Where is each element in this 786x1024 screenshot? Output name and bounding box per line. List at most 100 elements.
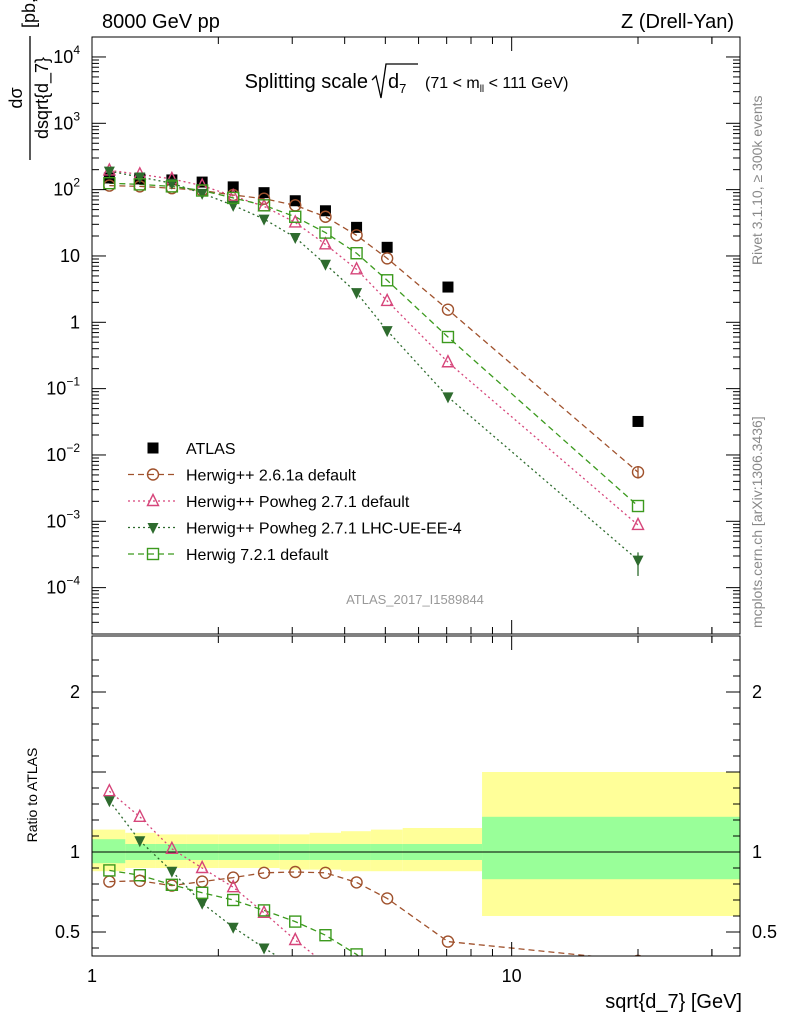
upper-ylabel-unit: [pb,GeV-1]: [16, 0, 39, 28]
ratio-point: [257, 904, 271, 918]
y-tick-label: 10−4: [46, 574, 80, 598]
y-tick-label: 102: [53, 176, 80, 200]
header-process: Z (Drell-Yan): [621, 11, 734, 33]
ratio-point: [166, 866, 178, 878]
data-point: [350, 229, 363, 242]
ratio-tick-label: 0.5: [55, 922, 80, 942]
ratio-series-lines: [108, 790, 597, 956]
data-point: [289, 210, 302, 223]
sqrt-sign: [371, 63, 418, 99]
ratio-point: [102, 783, 117, 797]
legend-label: Herwig++ 2.6.1a default: [186, 468, 356, 485]
data-point: [632, 415, 644, 427]
data-point: [631, 516, 645, 531]
ratio-point: [350, 876, 363, 889]
ratio-point: [165, 840, 179, 854]
ratio-point: [288, 931, 302, 946]
legend-marker: [146, 468, 160, 481]
legend-marker: [147, 442, 159, 454]
y-tick-label: 10−2: [46, 441, 80, 465]
data-point: [442, 392, 454, 404]
data-point: [196, 176, 208, 188]
ratio-point: [289, 865, 302, 879]
ratio-point: [319, 929, 332, 942]
ratio-point: [133, 808, 147, 822]
data-point: [103, 177, 116, 190]
ratio-series-markers: [102, 783, 642, 956]
legend-marker: [146, 492, 160, 507]
plot-title-main: Splitting scale: [245, 71, 368, 93]
data-point: [227, 181, 239, 193]
legend-label: Herwig 7.2.1 default: [186, 547, 329, 564]
band-inner-bin: [92, 839, 126, 864]
legend-marker: [147, 523, 159, 534]
x-axis-label: sqrt{d_7} [GeV]: [605, 991, 742, 1013]
data-point: [165, 180, 179, 193]
data-point: [133, 178, 147, 191]
ratio-tick-label: 2: [70, 682, 80, 702]
data-point: [227, 191, 240, 205]
y-tick-label: 10: [60, 246, 80, 266]
ratio-point: [165, 878, 179, 891]
ratio-ylabel: Ratio to ATLAS: [24, 748, 40, 843]
upper-ylabel-num: dσ: [6, 87, 26, 108]
ratio-point: [134, 836, 146, 848]
series-line-4: [109, 182, 639, 507]
data-point: [380, 274, 394, 287]
legend-label: Herwig++ Powheg 2.7.1 default: [186, 494, 410, 511]
ratio-point: [227, 893, 240, 907]
data-point: [442, 281, 454, 293]
ratio-point: [634, 954, 642, 956]
data-point: [381, 326, 393, 338]
upper-frame: [91, 36, 741, 635]
ratio-line-3: [109, 869, 360, 956]
data-point: [258, 214, 270, 226]
ratio-tick-label: 1: [70, 842, 80, 862]
data-point: [380, 252, 394, 265]
ratio-point: [257, 866, 271, 879]
data-point: [381, 241, 393, 253]
legend: ATLAS Herwig++ 2.6.1a default Herwig++ Pow…: [128, 441, 462, 564]
data-point: [134, 172, 146, 184]
ratio-point: [350, 948, 363, 956]
data-point: [631, 499, 645, 513]
data-point: [319, 210, 332, 223]
band-inner-bin: [482, 816, 740, 880]
y-tick-label: 103: [53, 109, 80, 133]
data-point: [349, 261, 364, 275]
data-point: [227, 200, 239, 212]
data-point: [226, 187, 240, 202]
data-point: [319, 226, 332, 239]
y-tick-label: 1: [70, 312, 80, 332]
y-tick-label: 10−1: [46, 375, 80, 399]
data-point: [319, 259, 331, 271]
ratio-point: [441, 935, 455, 948]
ratio-uncertainty-bands: [92, 772, 740, 916]
ratio-point: [133, 869, 147, 882]
mcplots-label: mcplots.cern.ch [arXiv:1306.3436]: [749, 416, 765, 628]
data-point: [103, 166, 115, 178]
ratio-point: [227, 871, 240, 884]
data-point: [380, 292, 394, 307]
ratio-line-2: [108, 800, 279, 956]
rivet-version-label: Rivet 3.1.10, ≥ 300k events: [749, 95, 765, 265]
analysis-watermark: ATLAS_2017_I1589844: [346, 592, 484, 607]
data-point: [441, 354, 455, 368]
ratio-point: [195, 859, 209, 874]
x-tick-label: 10: [502, 966, 522, 986]
ratio-point: [258, 943, 270, 955]
upper-series-lines: [109, 169, 639, 561]
ratio-tick-label-right: 1: [752, 842, 762, 862]
ratio-point: [325, 955, 326, 956]
ratio-point: [103, 864, 116, 877]
x-tick-label: 1: [87, 966, 97, 986]
data-point: [318, 236, 333, 250]
upper-ylabel-den: dsqrt{d_7}: [32, 57, 53, 139]
ratio-tick-label-right: 2: [752, 682, 762, 702]
y-tick-label: 104: [53, 43, 80, 67]
ratio-point: [226, 879, 240, 893]
data-point: [289, 232, 301, 244]
plot-title: Splitting scale d7 (71 < mll < 111 GeV): [245, 63, 568, 99]
